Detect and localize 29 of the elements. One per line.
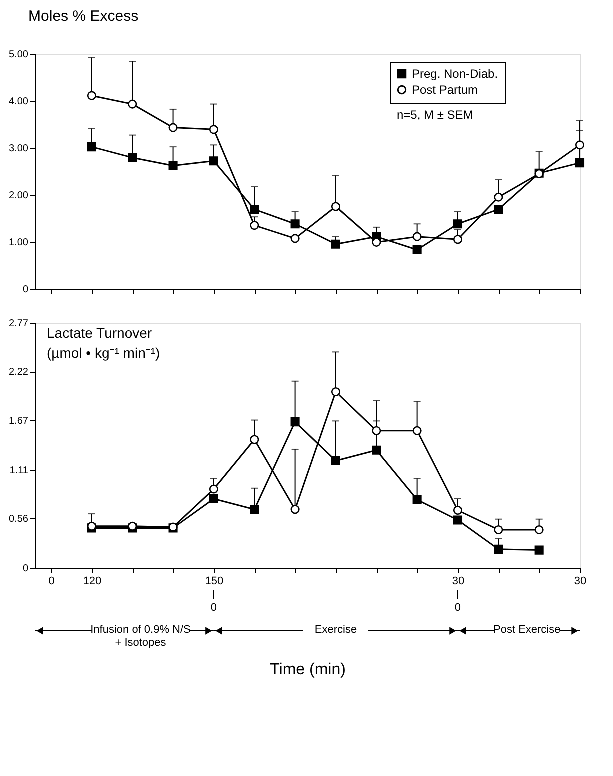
y-tick-label: 1.00 — [9, 238, 29, 248]
y-tick-label: 3.00 — [9, 144, 29, 154]
text: 0 — [210, 602, 218, 614]
chart-title: Lactate Turnover — [47, 325, 152, 341]
text: 0 — [454, 602, 462, 614]
y-tick-label: 2.22 — [9, 367, 29, 378]
text: Infusion of 0.9% N/S + Isotopes — [90, 624, 191, 649]
y-tick-label: 0 — [22, 284, 29, 296]
y-tick-label: 1.67 — [9, 416, 29, 427]
y-tick-label: 1.11 — [10, 465, 29, 476]
x-tick-label: 150 — [205, 576, 224, 588]
y-tick-label: 5.00 — [9, 50, 29, 60]
annotation: n=5, M ± SEM — [397, 108, 474, 122]
legend-label: Post Partum — [412, 83, 478, 97]
x-axis-title: Time (min) — [270, 662, 346, 678]
y-tick-label: 0.56 — [9, 514, 29, 525]
text: Post Exercise — [494, 624, 561, 636]
y-tick-label: 2.77 — [9, 318, 29, 330]
x-tick-label: 0 — [48, 576, 55, 588]
x-tick-label: 120 — [83, 576, 102, 588]
legend-label: Preg. Non-Diab. — [412, 67, 498, 81]
y-tick-label: 4.00 — [9, 96, 29, 108]
x-tick-label: 30 — [452, 576, 465, 588]
y-tick-label: 0 — [22, 564, 29, 574]
text: (µmol • kg⁻¹ min⁻¹) — [47, 345, 160, 361]
chart-title: Moles % Excess — [28, 8, 139, 25]
x-tick-label: 30 — [574, 576, 587, 588]
y-tick-label: 2.00 — [9, 190, 29, 202]
text: Exercise — [314, 624, 358, 636]
